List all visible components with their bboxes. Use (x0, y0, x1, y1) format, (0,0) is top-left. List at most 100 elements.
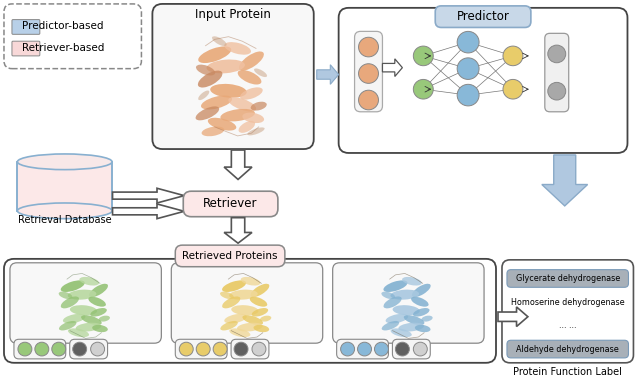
Ellipse shape (198, 91, 209, 100)
Ellipse shape (402, 277, 422, 285)
Text: Aldehyde dehydrogenase: Aldehyde dehydrogenase (516, 344, 619, 353)
Circle shape (252, 342, 266, 356)
Ellipse shape (68, 328, 89, 337)
Ellipse shape (17, 203, 112, 219)
Circle shape (358, 342, 371, 356)
FancyBboxPatch shape (70, 339, 108, 359)
Ellipse shape (243, 315, 263, 325)
Ellipse shape (61, 296, 79, 308)
FancyBboxPatch shape (502, 260, 634, 363)
Ellipse shape (253, 325, 269, 332)
Ellipse shape (63, 314, 86, 323)
Circle shape (503, 79, 523, 99)
FancyBboxPatch shape (12, 20, 40, 34)
Ellipse shape (212, 36, 227, 46)
Circle shape (179, 342, 193, 356)
Ellipse shape (241, 277, 260, 285)
Ellipse shape (421, 315, 433, 321)
Text: Retriever: Retriever (204, 197, 258, 211)
Ellipse shape (415, 325, 431, 332)
Ellipse shape (198, 71, 223, 88)
Circle shape (413, 79, 433, 99)
Ellipse shape (411, 297, 429, 307)
Ellipse shape (229, 290, 258, 300)
Polygon shape (224, 218, 252, 243)
Polygon shape (224, 150, 252, 179)
Text: Protein Function Label: Protein Function Label (513, 367, 622, 376)
Ellipse shape (196, 65, 215, 76)
Text: Predictor-based: Predictor-based (22, 21, 104, 32)
Circle shape (457, 58, 479, 79)
FancyBboxPatch shape (355, 31, 383, 112)
FancyBboxPatch shape (4, 259, 496, 363)
Ellipse shape (237, 70, 261, 85)
Ellipse shape (76, 323, 101, 332)
Circle shape (457, 84, 479, 106)
Ellipse shape (398, 323, 424, 332)
FancyBboxPatch shape (507, 270, 628, 287)
Ellipse shape (202, 127, 224, 136)
Ellipse shape (208, 118, 236, 130)
Ellipse shape (224, 42, 251, 55)
Ellipse shape (224, 314, 247, 323)
Ellipse shape (61, 280, 84, 292)
FancyBboxPatch shape (333, 263, 484, 343)
Text: Homoserine dehydrogenase: Homoserine dehydrogenase (511, 297, 625, 306)
Polygon shape (317, 65, 339, 84)
Ellipse shape (231, 305, 259, 315)
Polygon shape (542, 155, 588, 206)
Ellipse shape (260, 315, 271, 321)
Circle shape (548, 45, 566, 63)
Ellipse shape (381, 292, 395, 299)
Circle shape (374, 342, 388, 356)
Circle shape (358, 64, 378, 83)
Ellipse shape (79, 277, 99, 285)
Polygon shape (498, 307, 528, 326)
Ellipse shape (240, 87, 262, 100)
FancyBboxPatch shape (545, 33, 569, 112)
Ellipse shape (386, 314, 408, 323)
FancyBboxPatch shape (392, 339, 430, 359)
Ellipse shape (390, 290, 419, 300)
Text: ... ...: ... ... (559, 321, 577, 330)
FancyBboxPatch shape (172, 263, 323, 343)
Circle shape (457, 31, 479, 53)
Text: Glycerate dehydrogenase: Glycerate dehydrogenase (516, 274, 620, 283)
Polygon shape (383, 59, 403, 76)
FancyBboxPatch shape (10, 263, 161, 343)
Ellipse shape (81, 315, 102, 325)
Ellipse shape (237, 323, 263, 332)
Text: Predictor: Predictor (456, 10, 509, 23)
Ellipse shape (88, 297, 106, 307)
Circle shape (396, 342, 410, 356)
Bar (17, 162, 112, 211)
Circle shape (213, 342, 227, 356)
Polygon shape (113, 204, 184, 219)
Circle shape (413, 342, 428, 356)
Ellipse shape (222, 280, 246, 292)
Ellipse shape (404, 315, 424, 325)
Circle shape (358, 90, 378, 110)
Text: Input Protein: Input Protein (195, 8, 271, 21)
Ellipse shape (229, 328, 250, 337)
Circle shape (35, 342, 49, 356)
FancyBboxPatch shape (231, 339, 269, 359)
Ellipse shape (247, 127, 264, 135)
FancyBboxPatch shape (12, 41, 40, 56)
Ellipse shape (220, 292, 234, 299)
Ellipse shape (381, 321, 399, 331)
Ellipse shape (239, 121, 255, 133)
Ellipse shape (89, 284, 108, 297)
Ellipse shape (250, 297, 268, 307)
Circle shape (91, 342, 104, 356)
FancyBboxPatch shape (183, 191, 278, 217)
Circle shape (52, 342, 66, 356)
Ellipse shape (254, 68, 267, 77)
Ellipse shape (383, 296, 402, 308)
Polygon shape (113, 188, 184, 203)
Ellipse shape (70, 305, 97, 315)
Ellipse shape (392, 305, 420, 315)
FancyBboxPatch shape (507, 340, 628, 358)
Text: Retrieval Database: Retrieval Database (18, 215, 111, 224)
Ellipse shape (90, 308, 107, 317)
